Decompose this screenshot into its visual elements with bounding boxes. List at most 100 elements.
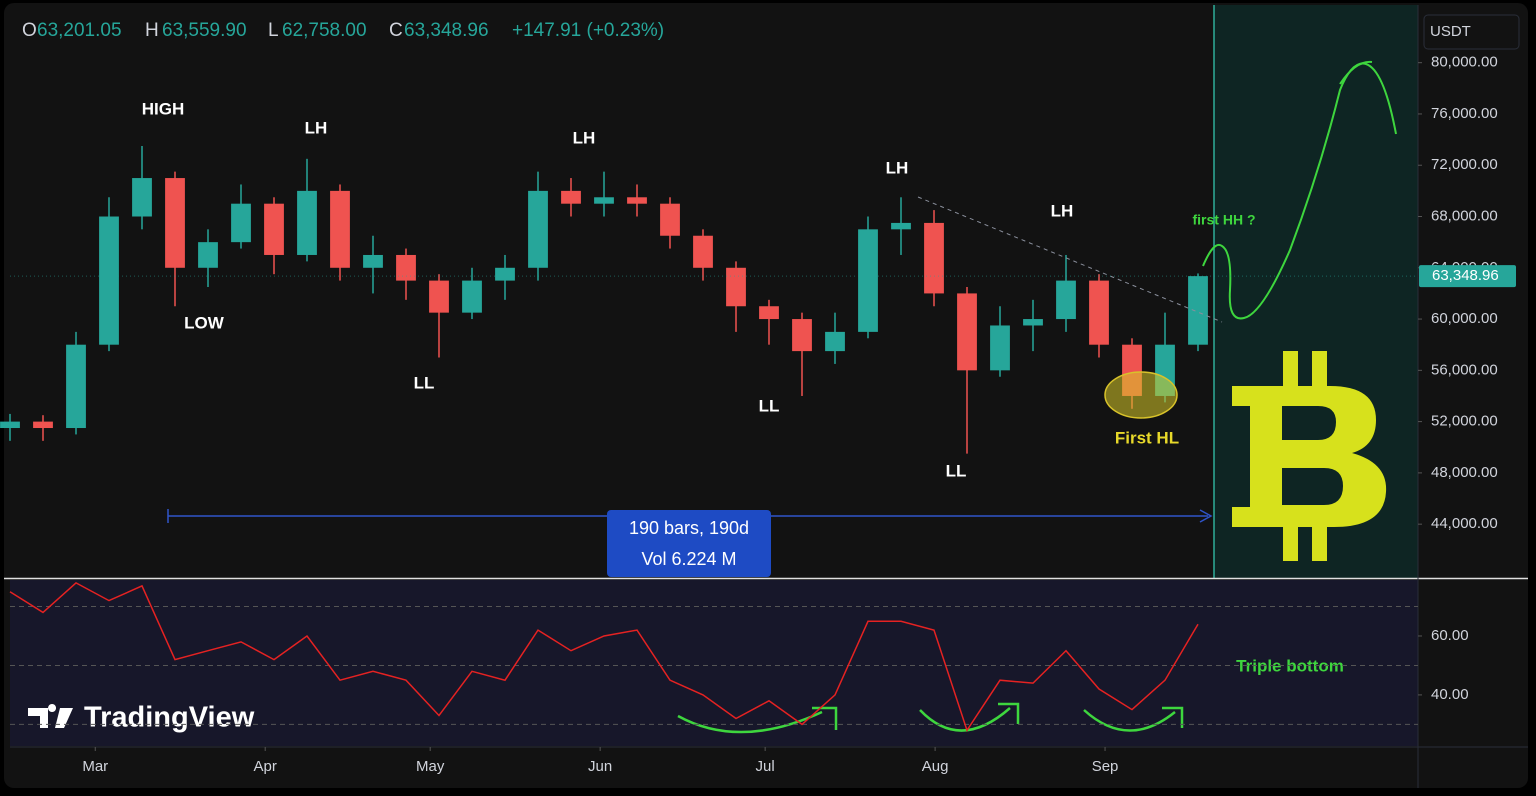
candle-body bbox=[99, 216, 119, 345]
annotation: LL bbox=[414, 373, 435, 392]
candle-body bbox=[0, 421, 20, 429]
highlight-ellipse bbox=[1104, 371, 1178, 419]
rsi-tick-label: 60.00 bbox=[1431, 627, 1469, 644]
candle-body bbox=[528, 190, 548, 268]
last-price-label: 63,348.96 bbox=[1432, 267, 1499, 284]
logo-part bbox=[1283, 520, 1298, 561]
candle-body bbox=[990, 325, 1010, 371]
annotation: LH bbox=[573, 128, 596, 147]
candle-body bbox=[33, 421, 53, 429]
candle-body bbox=[825, 331, 845, 352]
candle-body bbox=[132, 178, 152, 217]
annotation: LL bbox=[946, 461, 967, 480]
candle-body bbox=[1056, 280, 1076, 320]
candle-body bbox=[693, 235, 713, 268]
y-tick-label: 52,000.00 bbox=[1431, 413, 1498, 430]
brand-logo bbox=[28, 704, 73, 728]
y-tick-label: 72,000.00 bbox=[1431, 156, 1498, 173]
trend-line bbox=[917, 196, 1223, 323]
candle-body bbox=[462, 280, 482, 313]
y-tick-label: 44,000.00 bbox=[1431, 515, 1498, 532]
candle-body bbox=[792, 319, 812, 352]
x-tick-label: Jul bbox=[756, 758, 775, 775]
bitcoin-logo bbox=[1232, 351, 1387, 561]
y-tick-label: 56,000.00 bbox=[1431, 361, 1498, 378]
candle-body bbox=[1188, 276, 1208, 345]
candle-body bbox=[495, 267, 515, 281]
projection-drawing bbox=[1339, 60, 1373, 85]
candle-body bbox=[1023, 319, 1043, 326]
candle-body bbox=[594, 197, 614, 204]
ohlc-value: 63,559.90 bbox=[162, 20, 247, 41]
measure-volume: Vol 6.224 M bbox=[641, 549, 736, 569]
currency-box[interactable] bbox=[1423, 14, 1520, 50]
ohlc-key: L bbox=[268, 20, 279, 41]
candle-body bbox=[627, 197, 647, 204]
candle-body bbox=[726, 267, 746, 307]
rsi-tick-label: 40.00 bbox=[1431, 686, 1469, 703]
x-tick-label: Aug bbox=[922, 758, 949, 775]
logo-part bbox=[1312, 351, 1327, 391]
candle-body bbox=[561, 190, 581, 204]
measure-bars: 190 bars, 190d bbox=[629, 518, 749, 538]
logo-part bbox=[1283, 351, 1298, 391]
ohlc-value: 63,348.96 bbox=[404, 20, 489, 41]
arrow bbox=[1083, 706, 1184, 732]
y-tick-label: 80,000.00 bbox=[1431, 54, 1498, 71]
x-tick-label: Mar bbox=[82, 758, 108, 775]
brand-name: TradingView bbox=[84, 702, 255, 734]
annotation: LH bbox=[1051, 201, 1074, 220]
candle-body bbox=[396, 254, 416, 281]
last-price-box bbox=[1419, 265, 1516, 288]
annotation: first HH ? bbox=[1193, 212, 1256, 228]
arrow bbox=[919, 702, 1020, 732]
annotation: LL bbox=[759, 396, 780, 415]
annotation: LH bbox=[886, 158, 909, 177]
ohlc-value: 63,201.05 bbox=[37, 20, 122, 41]
candle-body bbox=[924, 222, 944, 294]
change: +147.91 (+0.23%) bbox=[512, 20, 664, 41]
x-tick-label: Apr bbox=[254, 758, 277, 775]
annotation: LH bbox=[305, 118, 328, 137]
candle-body bbox=[429, 280, 449, 313]
rsi-pane bbox=[10, 580, 1418, 746]
candle-body bbox=[1089, 280, 1109, 345]
rsi-line bbox=[9, 581, 1199, 733]
projection-drawing bbox=[1202, 62, 1397, 320]
currency: USDT bbox=[1430, 23, 1471, 40]
candle-body bbox=[165, 178, 185, 268]
y-tick-label: 76,000.00 bbox=[1431, 105, 1498, 122]
candle-body bbox=[198, 242, 218, 268]
candle-body bbox=[264, 203, 284, 255]
candle-body bbox=[231, 203, 251, 243]
candle-body bbox=[759, 306, 779, 320]
measure-arrow bbox=[1199, 509, 1213, 523]
logo-part bbox=[1232, 386, 1387, 527]
candle-body bbox=[891, 222, 911, 230]
candle-body bbox=[66, 344, 86, 429]
ohlc-key: H bbox=[145, 20, 159, 41]
annotation: Triple bottom bbox=[1236, 656, 1344, 675]
ohlc-key: O bbox=[22, 20, 37, 41]
candle-body bbox=[858, 229, 878, 332]
x-tick-label: Sep bbox=[1092, 758, 1119, 775]
y-tick-label: 60,000.00 bbox=[1431, 310, 1498, 327]
candle-body bbox=[660, 203, 680, 236]
projection-zone bbox=[1214, 5, 1418, 578]
ohlc-value: 62,758.00 bbox=[282, 20, 367, 41]
annotation: LOW bbox=[184, 313, 225, 332]
logo-icon bbox=[28, 704, 73, 728]
x-tick-label: May bbox=[416, 758, 445, 775]
ohlc-key: C bbox=[389, 20, 403, 41]
candle-body bbox=[363, 254, 383, 268]
x-tick-label: Jun bbox=[588, 758, 612, 775]
annotation: HIGH bbox=[142, 99, 185, 118]
candle-body bbox=[297, 190, 317, 255]
y-tick-label: 68,000.00 bbox=[1431, 207, 1498, 224]
measure-box bbox=[607, 510, 771, 577]
logo-part bbox=[1312, 520, 1327, 561]
ohlc-header: O 63,201.05 H 63,559.90 L 62,758.00 C 63… bbox=[22, 20, 664, 41]
candle-body bbox=[957, 293, 977, 371]
